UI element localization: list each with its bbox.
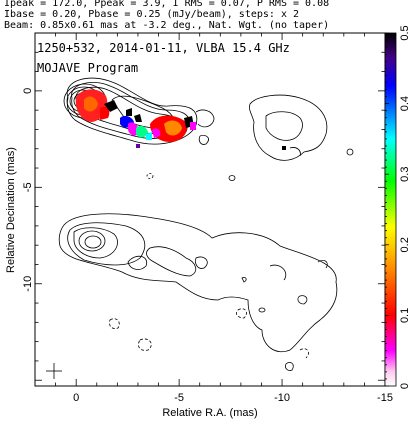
colorbar-tick-label: 0.5 [399,25,409,40]
x-tick-label: -5 [174,392,184,404]
plot-subtitle: MOJAVE Program [37,61,138,75]
beam-marker [46,363,62,379]
colorbar-tick-label: 0.1 [399,308,409,323]
colorbar-tick-label: 0 [399,383,409,389]
stats-line-1: Ipeak = 172.0, Ppeak = 3.9, I RMS = 0.07… [4,0,330,9]
colorbar-tick-label: 0.2 [399,237,409,252]
y-tick-label: 0 [22,88,34,94]
y-axis-label: Relative Decination (mas) [5,147,17,273]
tick-marks [35,32,386,386]
polarization-layer [75,89,286,150]
plot-title: 1250+532, 2014-01-11, VLBA 15.4 GHz [37,41,290,55]
stats-line-2: Ibase = 0.20, Pbase = 0.25 (mJy/beam), s… [4,9,300,20]
y-tick-label: -5 [22,182,34,192]
y-tick-label: -10 [22,276,34,292]
plot-frame [34,32,386,387]
colorbar-ticks [385,32,389,387]
x-axis-label: Relative R.A. (mas) [162,407,257,419]
x-tick-label: -15 [377,392,393,404]
x-tick-label: -10 [274,392,290,404]
beam-line: Beam: 0.85x0.61 mas at -3.2 deg., Nat. W… [4,20,330,31]
contours [58,77,354,371]
colorbar-tick-label: 0.4 [399,96,409,111]
colorbar-tick-label: 0.3 [399,167,409,182]
x-tick-label: 0 [73,392,79,404]
